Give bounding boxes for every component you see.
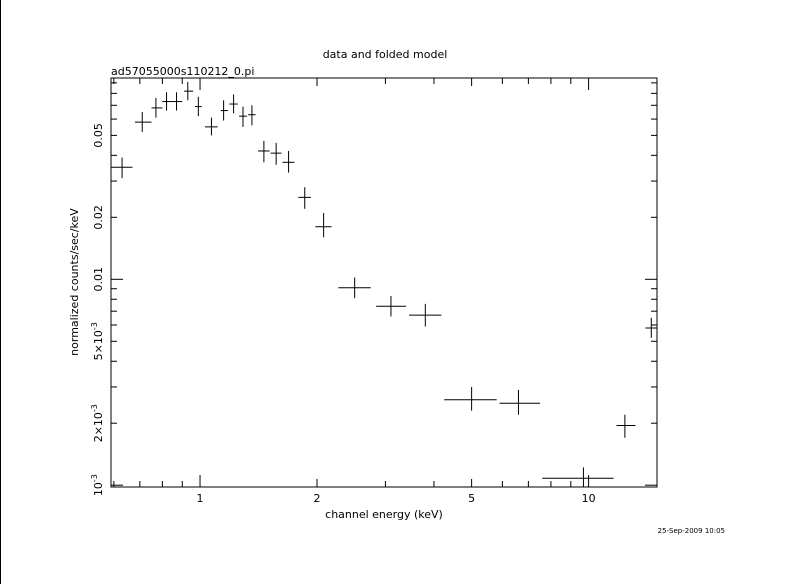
data-point <box>542 467 614 487</box>
timestamp: 25-Sep-2009 10:05 <box>658 527 725 535</box>
data-point <box>499 389 541 415</box>
data-point <box>205 117 218 136</box>
data-point <box>162 92 173 111</box>
x-axis-ticks <box>113 78 590 487</box>
data-point <box>298 187 311 209</box>
x-axis-label: channel energy (keV) <box>325 508 443 521</box>
y-tick-label: 2×10-3 <box>90 404 105 442</box>
x-tick-label: 5 <box>468 492 475 505</box>
chart-subtitle: ad57055000s110212_0.pi <box>111 65 254 78</box>
data-point <box>315 212 332 238</box>
x-tick-label: 2 <box>313 492 320 505</box>
x-tick-label: 1 <box>197 492 204 505</box>
y-axis-ticks <box>111 82 657 486</box>
x-tick-label: 10 <box>582 492 596 505</box>
y-axis-tick-labels: 10-3 2×10-3 5×10-3 0.01 0.02 0.05 <box>90 123 105 496</box>
data-point <box>248 105 256 126</box>
y-tick-label: 10-3 <box>90 474 105 496</box>
data-point <box>645 317 657 338</box>
data-point <box>282 150 295 173</box>
y-tick-label: 0.01 <box>92 267 105 292</box>
y-tick-label: 0.05 <box>92 123 105 148</box>
plot-frame <box>110 77 658 488</box>
data-point <box>338 277 371 299</box>
data-point <box>151 97 163 118</box>
data-point <box>184 81 194 101</box>
data-point <box>229 94 238 114</box>
window-left-edge <box>0 0 1 584</box>
data-point <box>134 111 152 132</box>
data-point <box>172 92 183 111</box>
data-point <box>111 157 133 179</box>
y-tick-label: 0.02 <box>92 205 105 230</box>
data-point <box>239 106 247 127</box>
y-axis-label: normalized counts/sec/keV <box>68 208 81 356</box>
data-point <box>194 96 202 117</box>
data-point <box>376 295 407 317</box>
data-point <box>258 140 270 163</box>
data-point <box>444 386 497 411</box>
x-axis-tick-labels: 1 2 5 10 <box>197 492 596 505</box>
y-tick-label: 5×10-3 <box>90 322 105 360</box>
data-point <box>270 142 282 165</box>
data-point <box>409 303 442 327</box>
data-points <box>111 81 657 487</box>
chart-title: data and folded model <box>323 48 448 61</box>
data-point <box>616 414 636 438</box>
data-point <box>220 100 228 121</box>
